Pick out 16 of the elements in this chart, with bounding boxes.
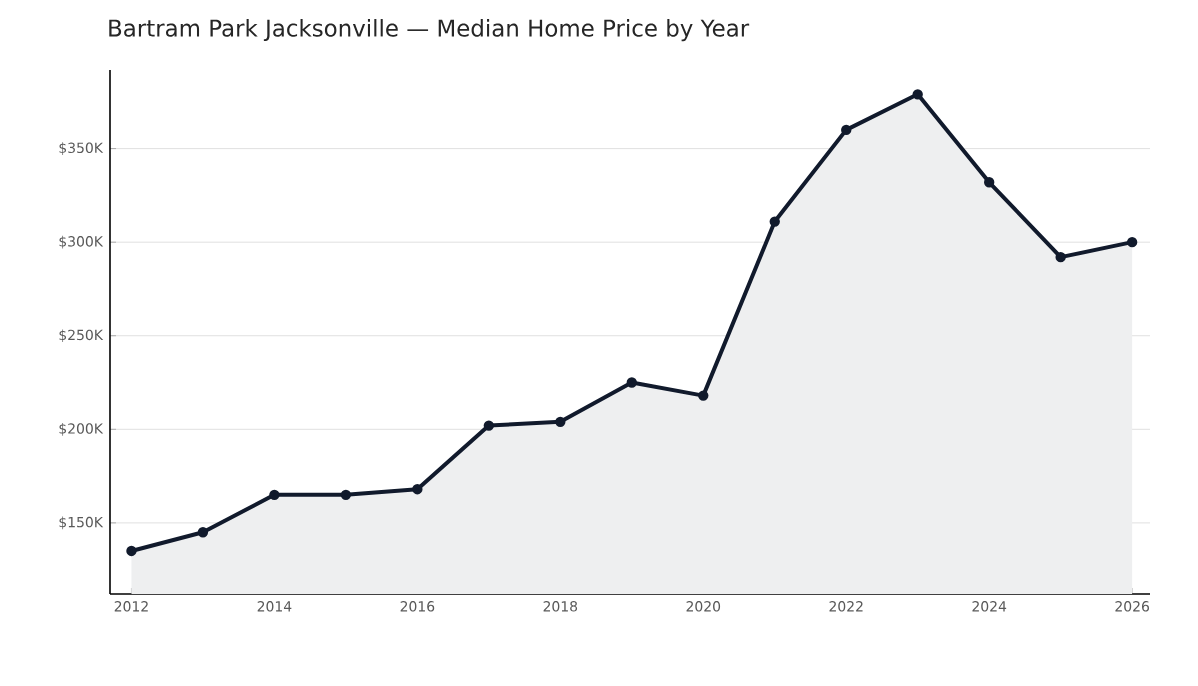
- chart-title: Bartram Park Jacksonville — Median Home Price by Year: [109, 19, 750, 42]
- point: [698, 390, 709, 401]
- point: [126, 545, 137, 557]
- point: [340, 489, 352, 500]
- point: [912, 89, 923, 100]
- point: [984, 177, 995, 188]
- point: [412, 484, 423, 495]
- point: [269, 489, 280, 500]
- point: [626, 377, 637, 388]
- point: [555, 416, 566, 428]
- point: [841, 124, 852, 136]
- point: [1055, 251, 1066, 263]
- point: [1126, 236, 1138, 248]
- point: [197, 527, 209, 538]
- point: [483, 420, 495, 431]
- point: [769, 216, 780, 227]
